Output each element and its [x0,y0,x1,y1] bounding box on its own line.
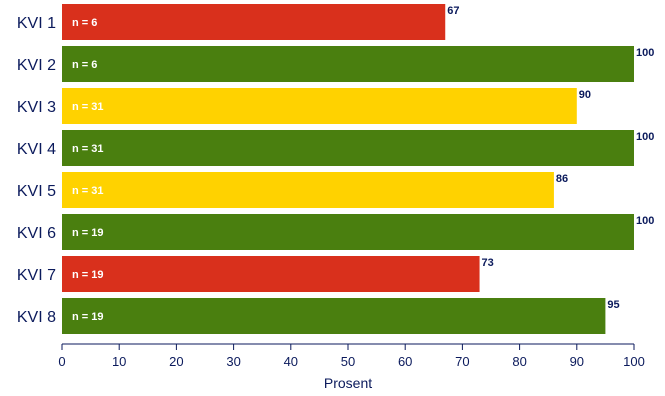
x-axis: 0 10 20 30 40 50 60 70 80 90 100 [58,343,645,369]
x-tick-label: 20 [169,354,183,369]
bars-layer: KVI 1 n = 6 67 KVI 2 n = 6 100 KVI 3 n = 31 90 KV… [17,4,654,334]
x-tick-label: 40 [284,354,298,369]
x-tick-label: 90 [570,354,584,369]
category-label: KVI 1 [17,15,56,32]
value-label: 86 [556,173,568,185]
n-label: n = 31 [72,143,104,155]
value-label: 95 [607,299,619,311]
x-tick-label: 70 [455,354,469,369]
x-tick-label: 80 [512,354,526,369]
x-tick-label: 10 [112,354,126,369]
bar-8 [62,298,606,334]
bar-1 [62,4,446,40]
bar-6 [62,214,634,250]
x-tick-label: 0 [58,354,65,369]
value-label: 90 [579,89,591,101]
category-label: KVI 5 [17,183,56,200]
bar-4 [62,130,634,166]
category-label: KVI 2 [17,57,56,74]
n-label: n = 19 [72,227,104,239]
bar-5 [62,172,554,208]
category-label: KVI 7 [17,267,56,284]
value-label: 100 [636,47,654,59]
x-tick-label: 50 [341,354,355,369]
category-label: KVI 3 [17,99,56,116]
x-tick-label: 100 [623,354,645,369]
n-label: n = 6 [72,17,97,29]
n-label: n = 19 [72,269,104,281]
n-label: n = 31 [72,185,104,197]
category-label: KVI 6 [17,225,56,242]
n-label: n = 6 [72,59,97,71]
n-label: n = 19 [72,311,104,323]
x-tick-label: 60 [398,354,412,369]
value-label: 73 [482,257,494,269]
value-label: 67 [447,5,459,17]
x-axis-title: Prosent [324,375,372,391]
x-tick-label: 30 [226,354,240,369]
category-label: KVI 4 [17,141,56,158]
bar-7 [62,256,480,292]
bar-2 [62,46,634,82]
value-label: 100 [636,215,654,227]
category-label: KVI 8 [17,309,56,326]
bar-3 [62,88,577,124]
n-label: n = 31 [72,101,104,113]
value-label: 100 [636,131,654,143]
